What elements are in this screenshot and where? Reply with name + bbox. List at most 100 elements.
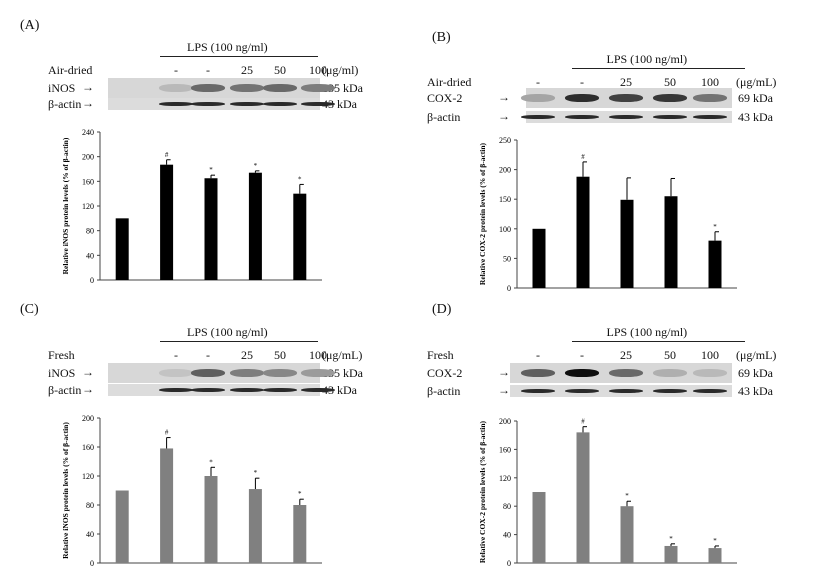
actin-band bbox=[263, 388, 297, 392]
protein-kda: 135 kDa bbox=[322, 366, 363, 380]
treatment-row-label: Fresh bbox=[427, 348, 454, 362]
protein-band bbox=[565, 369, 599, 377]
arrow-icon: → bbox=[498, 383, 510, 397]
y-tick-label: 40 bbox=[503, 531, 511, 540]
bar bbox=[204, 178, 218, 280]
lps-bracket-line bbox=[160, 56, 318, 57]
significance-marker: # bbox=[581, 418, 585, 426]
lane-label: 25 bbox=[241, 63, 253, 77]
lane-label: - bbox=[536, 348, 540, 362]
concentration-unit: (μg/mL) bbox=[736, 75, 777, 89]
actin-kda: 43 kDa bbox=[738, 110, 773, 124]
actin-band bbox=[653, 389, 687, 393]
y-tick-label: 100 bbox=[499, 225, 511, 234]
lane-label: 25 bbox=[620, 75, 632, 89]
lps-label: LPS (100 ng/ml) bbox=[187, 40, 268, 54]
lps-label: LPS (100 ng/ml) bbox=[187, 325, 268, 339]
actin-band bbox=[565, 115, 599, 119]
y-axis-label: Relative COX-2 protein levels (% of β-ac… bbox=[478, 420, 487, 563]
bar bbox=[576, 176, 590, 288]
protein-band bbox=[301, 369, 335, 377]
arrow-icon: → bbox=[82, 96, 94, 110]
bar bbox=[204, 476, 218, 563]
y-axis-label: Relative COX-2 protein levels (% of β-ac… bbox=[478, 142, 487, 285]
actin-band bbox=[521, 115, 555, 119]
y-tick-label: 200 bbox=[82, 153, 94, 162]
y-tick-label: 80 bbox=[503, 502, 511, 511]
actin-band bbox=[653, 115, 687, 119]
lps-label: LPS (100 ng/ml) bbox=[606, 52, 688, 66]
y-tick-label: 150 bbox=[499, 195, 511, 204]
y-tick-label: 0 bbox=[507, 559, 511, 568]
lane-label: 100 bbox=[701, 348, 719, 362]
protein-band bbox=[159, 84, 193, 92]
significance-marker: # bbox=[165, 429, 169, 437]
lane-label: 100 bbox=[701, 75, 719, 89]
protein-band bbox=[191, 84, 225, 92]
lane-label: - bbox=[206, 63, 210, 77]
significance-marker: * bbox=[298, 490, 302, 498]
y-tick-label: 160 bbox=[499, 445, 511, 454]
panel-label: (B) bbox=[432, 30, 451, 45]
bar-chart: 0 40 80 120 160 200 240 Relative iNOS protein l… bbox=[61, 128, 322, 285]
protein-band bbox=[693, 94, 727, 102]
lane-label: 100 bbox=[309, 63, 327, 77]
significance-marker: * bbox=[254, 469, 258, 477]
y-tick-label: 0 bbox=[90, 559, 94, 568]
y-tick-label: 250 bbox=[499, 136, 511, 145]
actin-band bbox=[191, 388, 225, 392]
significance-marker: * bbox=[209, 458, 213, 466]
bar bbox=[664, 545, 678, 563]
lane-label: - bbox=[206, 348, 210, 362]
significance-marker: * bbox=[713, 223, 717, 231]
protein-band bbox=[263, 369, 297, 377]
significance-marker: # bbox=[581, 153, 585, 161]
bar bbox=[160, 448, 174, 563]
y-tick-label: 40 bbox=[86, 530, 94, 539]
arrow-icon: → bbox=[82, 365, 94, 379]
actin-label: β-actin bbox=[427, 384, 461, 398]
actin-band bbox=[159, 388, 193, 392]
bar bbox=[708, 240, 722, 288]
lane-label: 100 bbox=[309, 348, 327, 362]
protein-label: iNOS bbox=[48, 366, 76, 380]
bar bbox=[115, 218, 129, 280]
bar bbox=[532, 492, 546, 563]
actin-band bbox=[609, 389, 643, 393]
arrow-icon: → bbox=[498, 109, 510, 123]
bar bbox=[248, 172, 262, 280]
bar bbox=[708, 548, 722, 563]
actin-band bbox=[159, 102, 193, 106]
bar bbox=[115, 490, 129, 563]
actin-band bbox=[693, 115, 727, 119]
arrow-icon: → bbox=[498, 90, 510, 104]
protein-band bbox=[653, 94, 687, 102]
bar-chart: 0 40 80 120 160 200 Relative iNOS protein leve… bbox=[61, 414, 322, 568]
significance-marker: * bbox=[669, 535, 673, 543]
bar bbox=[293, 193, 307, 280]
y-tick-label: 50 bbox=[503, 254, 511, 263]
treatment-row-label: Air-dried bbox=[427, 75, 472, 89]
actin-band bbox=[191, 102, 225, 106]
y-axis-label: Relative iNOS protein levels (% of β-act… bbox=[61, 422, 70, 559]
lane-label: - bbox=[536, 75, 540, 89]
lane-label: - bbox=[580, 75, 584, 89]
actin-band bbox=[301, 102, 335, 106]
actin-band bbox=[565, 389, 599, 393]
actin-label: β-actin bbox=[427, 110, 461, 124]
actin-band bbox=[230, 388, 264, 392]
bar-chart: 0 40 80 120 160 200 Relative COX-2 protein lev… bbox=[478, 417, 737, 568]
lane-label: - bbox=[580, 348, 584, 362]
bar bbox=[620, 199, 634, 288]
y-tick-label: 120 bbox=[499, 474, 511, 483]
protein-band bbox=[521, 94, 555, 102]
arrow-icon: → bbox=[82, 382, 94, 396]
bar bbox=[620, 506, 634, 563]
actin-label: β-actin bbox=[48, 383, 82, 397]
protein-band bbox=[609, 94, 643, 102]
arrow-icon: → bbox=[82, 80, 94, 94]
actin-band bbox=[230, 102, 264, 106]
y-tick-label: 200 bbox=[82, 414, 94, 423]
bar bbox=[532, 228, 546, 288]
protein-band bbox=[230, 84, 264, 92]
